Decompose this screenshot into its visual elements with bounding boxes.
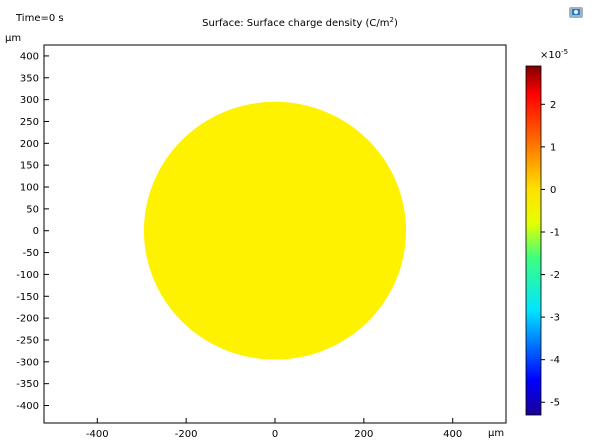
chart-title: Surface: Surface charge density (C/m2) — [202, 16, 398, 29]
y-tick-label: 250 — [20, 117, 39, 128]
colorbar-multiplier: ×10-5 — [540, 48, 568, 61]
colorbar — [525, 65, 542, 416]
colorbar-tick-label: 1 — [550, 142, 556, 153]
y-tick-label: -200 — [16, 314, 39, 325]
y-tick-label: -300 — [16, 357, 39, 368]
colorbar-tick-label: -5 — [550, 398, 560, 409]
toolbar-icon[interactable] — [569, 7, 583, 18]
colorbar-tick-label: -4 — [550, 355, 560, 366]
x-tick-label: 200 — [354, 429, 373, 440]
y-tick-label: -400 — [16, 401, 39, 412]
y-tick-label: 200 — [20, 139, 39, 150]
y-tick-label: 100 — [20, 183, 39, 194]
x-tick-label: -200 — [175, 429, 198, 440]
x-tick-label: -400 — [86, 429, 109, 440]
y-tick-label: 150 — [20, 161, 39, 172]
colorbar-tick-label: 2 — [550, 100, 556, 111]
y-tick-label: 0 — [33, 226, 39, 237]
y-tick-label: -100 — [16, 270, 39, 281]
y-tick-label: -150 — [16, 292, 39, 303]
x-unit-label: μm — [488, 428, 504, 439]
colorbar-tick-label: -2 — [550, 270, 560, 281]
x-tick-label: 0 — [272, 429, 278, 440]
colorbar-tick-label: -1 — [550, 227, 560, 238]
surface-circle — [143, 101, 407, 360]
y-tick-label: -50 — [23, 248, 39, 259]
y-tick-label: -350 — [16, 379, 39, 390]
y-tick-label: 400 — [20, 51, 39, 62]
colorbar-tick-label: 0 — [550, 185, 556, 196]
colorbar-tick-label: -3 — [550, 313, 560, 324]
y-tick-label: 300 — [20, 95, 39, 106]
time-label: Time=0 s — [15, 13, 64, 24]
x-tick-label: 400 — [443, 429, 462, 440]
y-unit-label: μm — [5, 33, 21, 44]
y-tick-label: -250 — [16, 335, 39, 346]
y-tick-label: 350 — [20, 73, 39, 84]
y-tick-label: 50 — [26, 204, 39, 215]
